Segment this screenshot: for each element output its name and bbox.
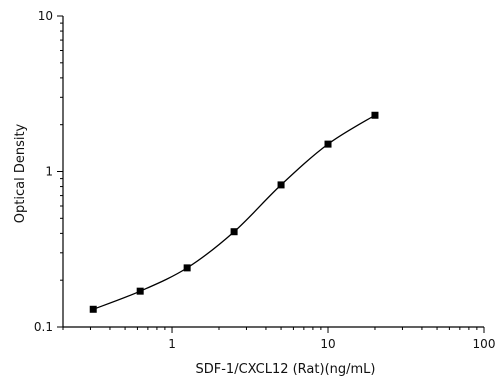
tick-labels: 1 10 100 0.1 1 10 xyxy=(34,9,496,351)
x-axis-title: SDF-1/CXCL12 (Rat)(ng/mL) xyxy=(196,362,376,377)
data-point xyxy=(277,181,285,189)
y-tick-label: 1 xyxy=(45,165,53,179)
data-point xyxy=(136,287,144,295)
ticks xyxy=(57,15,485,333)
data-markers xyxy=(89,111,379,313)
data-point xyxy=(89,305,97,313)
data-point xyxy=(230,228,238,236)
axes xyxy=(62,16,484,328)
x-tick-label: 1 xyxy=(168,337,176,351)
fit-curve xyxy=(92,114,376,310)
x-tick-label: 100 xyxy=(473,337,496,351)
y-axis-title: Optical Density xyxy=(13,123,28,223)
y-tick-label: 0.1 xyxy=(34,320,53,334)
data-point xyxy=(371,111,379,119)
data-point xyxy=(324,140,332,148)
x-tick-label: 10 xyxy=(320,337,335,351)
y-tick-label: 10 xyxy=(38,9,53,23)
data-point xyxy=(183,264,191,272)
